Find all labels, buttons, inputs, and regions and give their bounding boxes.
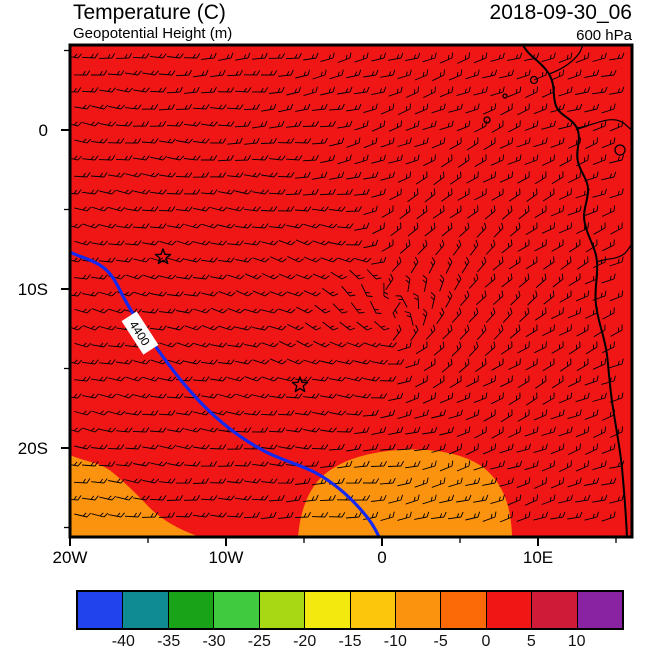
- island-outline: [483, 116, 491, 124]
- plot-datetime: 2018-09-30_06: [489, 1, 632, 24]
- country-border: [596, 244, 631, 263]
- x-axis-label: 20W: [53, 548, 88, 567]
- colorbar-tick-label: -35: [157, 633, 181, 650]
- colorbar-cell: [349, 592, 395, 628]
- colorbar-cell: [485, 592, 532, 628]
- plot-subtitle: Geopotential Height (m): [73, 25, 233, 42]
- country-border: [576, 119, 631, 130]
- colorbar-tick-label: 5: [526, 633, 536, 650]
- colorbar-tick-label: -5: [433, 633, 448, 650]
- colorbar-cell: [576, 592, 623, 628]
- colorbar-cell: [78, 592, 123, 628]
- wind-barbs: [71, 52, 625, 523]
- colorbar-cell: [304, 592, 350, 628]
- colorbar-labels: -40 -35 -30 -25 -20 -15 -10 -5 0 5 10: [76, 633, 624, 655]
- colorbar-tick-label: -25: [247, 633, 271, 650]
- coastline: [522, 46, 628, 536]
- island-outline: [502, 93, 508, 99]
- y-axis-label: 10S: [18, 280, 48, 299]
- colorbar-tick-label: -15: [338, 633, 362, 650]
- colorbar-tick-label: -10: [383, 633, 407, 650]
- colorbar-cell: [122, 592, 168, 628]
- colorbar-tick-label: -40: [111, 633, 135, 650]
- temperature-patch: [71, 455, 196, 536]
- island-outline: [614, 144, 626, 156]
- colorbar-cell: [440, 592, 486, 628]
- colorbar-cell: [531, 592, 577, 628]
- x-axis-label: 10E: [523, 548, 553, 567]
- height-contour-4400: [71, 250, 381, 536]
- colorbar-cell: [213, 592, 259, 628]
- colorbar-tick-label: -20: [293, 633, 317, 650]
- star-marker: [154, 248, 172, 265]
- x-axis-label: 10W: [209, 548, 244, 567]
- temperature-fill: [71, 46, 631, 536]
- colorbar-tick-label: 0: [481, 633, 491, 650]
- colorbar-tick-label: -30: [202, 633, 226, 650]
- colorbar-cell: [394, 592, 441, 628]
- x-axis-label: 0: [377, 548, 386, 567]
- country-border: [548, 46, 584, 75]
- y-axis-label: 0: [39, 121, 48, 140]
- colorbar-cell: [258, 592, 305, 628]
- star-marker: [291, 376, 309, 393]
- map-frame: [68, 43, 634, 539]
- colorbar-cell: [167, 592, 214, 628]
- map-canvas: 4400 20W 10W 0 10E 0 10S 20S: [18, 43, 634, 567]
- map-interior: 4400: [71, 46, 631, 536]
- plot-title: Temperature (C): [73, 1, 226, 24]
- island-outline: [529, 75, 539, 85]
- plot-level: 600 hPa: [576, 27, 632, 44]
- contour-label-box: [121, 311, 159, 355]
- colorbar-tick-label: 10: [567, 633, 586, 650]
- colorbar: [76, 590, 624, 630]
- y-axis-label: 20S: [18, 439, 48, 458]
